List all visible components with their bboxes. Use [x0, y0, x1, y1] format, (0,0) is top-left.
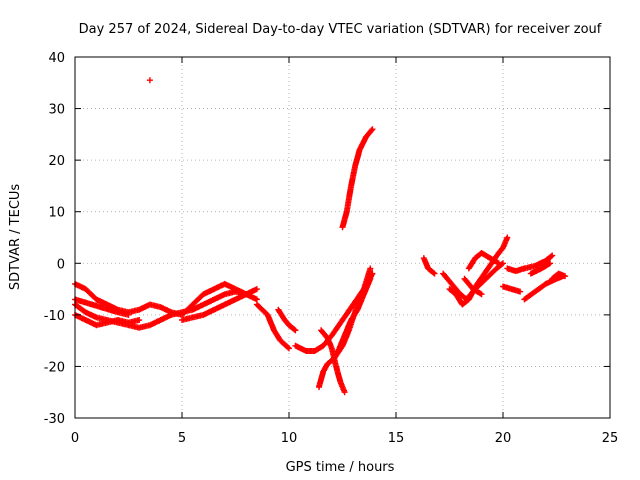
series-arc15 [446, 234, 511, 308]
y-tick-label: 30 [48, 103, 65, 118]
series-arc13 [420, 255, 438, 277]
series-arc5 [179, 291, 260, 323]
series-arc12 [339, 126, 376, 231]
data-marks [72, 77, 569, 396]
data-point-markers [420, 255, 438, 277]
grid [75, 57, 610, 418]
data-point-markers [146, 77, 153, 84]
series-arc11 [335, 275, 374, 354]
series-arc16 [465, 250, 502, 272]
y-tick-label: 20 [48, 154, 65, 169]
data-point-markers [521, 252, 556, 272]
series-arc18 [500, 283, 524, 295]
y-tick-label: -10 [44, 309, 65, 324]
x-tick-label: 25 [602, 431, 619, 446]
x-tick-label: 10 [281, 431, 298, 446]
x-tick-label: 0 [71, 431, 79, 446]
series-arc22 [527, 260, 554, 277]
data-point-markers [335, 275, 374, 354]
y-tick-label: 40 [48, 51, 65, 66]
series-arc10 [318, 327, 348, 396]
data-point-markers [179, 291, 260, 323]
data-point-markers [253, 301, 292, 352]
y-tick-label: 0 [57, 257, 65, 272]
data-point-markers [465, 250, 502, 272]
data-point-markers [461, 275, 485, 298]
x-axis: 0 5 10 15 20 25 [71, 57, 618, 446]
series-arc21 [521, 252, 556, 272]
series-arc6 [253, 301, 292, 352]
y-tick-label: -20 [44, 360, 65, 375]
x-tick-label: 5 [178, 431, 186, 446]
series-arc23 [549, 270, 569, 282]
data-point-markers [549, 270, 569, 282]
data-point-markers [446, 234, 511, 308]
data-point-markers [318, 327, 348, 396]
y-axis-label: SDTVAR / TECUs [8, 184, 23, 291]
data-point-markers [339, 126, 376, 231]
plot-frame [74, 56, 611, 419]
data-point-markers [527, 260, 554, 277]
series-arc7 [275, 306, 299, 334]
series-arc17 [461, 275, 485, 298]
y-tick-label: -30 [44, 412, 65, 427]
x-tick-label: 15 [388, 431, 405, 446]
data-point-markers [275, 306, 299, 334]
y-axis: -30 -20 -10 0 10 20 30 40 [44, 51, 610, 427]
x-axis-label: GPS time / hours [286, 460, 395, 475]
data-point-markers [500, 283, 524, 295]
x-tick-label: 20 [495, 431, 512, 446]
y-tick-label: 10 [48, 206, 65, 221]
series-isolated [146, 77, 153, 84]
chart-title: Day 257 of 2024, Sidereal Day-to-day VTE… [79, 22, 602, 37]
